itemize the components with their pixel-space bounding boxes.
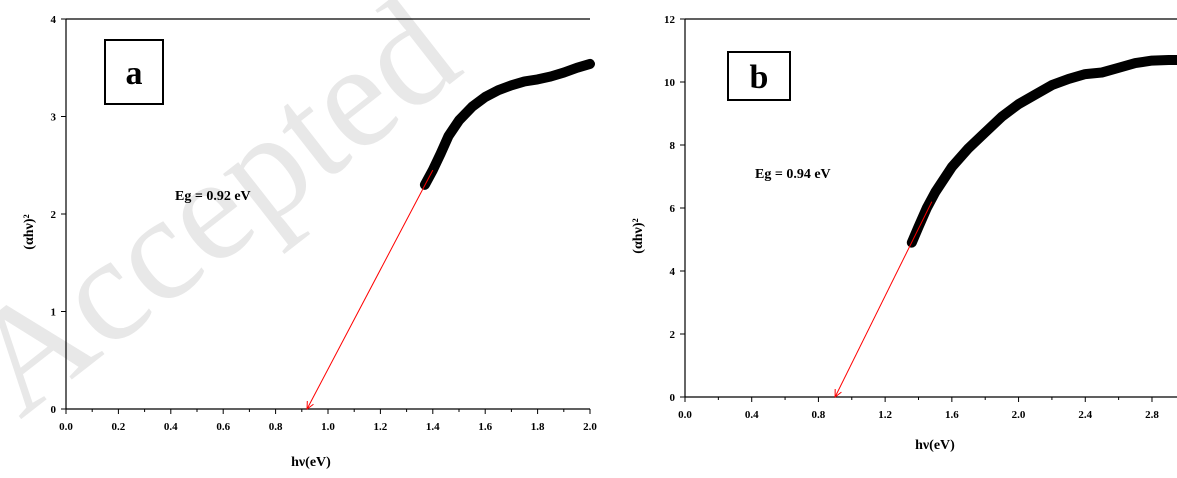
y-tick-label: 0 [51,404,57,416]
tangent-line [834,201,933,398]
y-tick-label: 2 [51,209,57,221]
y-axis-title: (αhν)² [22,214,37,249]
x-axis-title: hν(eV) [915,438,955,453]
chart-panel-b: 0.0 0.4 0.8 1.2 1.6 2.0 2.4 2.8 0 2 4 6 8 10 12 hν(eV) (… [610,0,1177,473]
tangent-line [306,169,434,410]
chart-b-svg: 0.0 0.4 0.8 1.2 1.6 2.0 2.4 2.8 0 2 4 6 8 10 12 hν(eV) (… [631,14,1177,453]
x-tick-label: 1.4 [426,421,440,433]
x-tick-label: 0.4 [164,421,178,433]
y-tick-label: 2 [670,329,676,341]
band-gap-annotation: Eg = 0.94 eV [755,167,831,182]
x-tick-label: 1.6 [945,409,959,421]
panel-label-box [727,51,791,101]
panel-label: b [750,59,769,96]
tangent-arrowhead [306,400,314,411]
x-tick-label: 1.2 [374,421,388,433]
y-tick-label: 0 [670,392,676,404]
x-tick-label: 2.8 [1145,409,1159,421]
x-tick-label: 0.0 [678,409,692,421]
panel-label-box [104,39,164,105]
y-tick-label: 1 [51,307,57,319]
chart-panel-a: 0.0 0.2 0.4 0.6 0.8 1.0 1.2 1.4 1.6 1.8 2.0 0 1 2 3 4 hν… [22,14,597,470]
data-series-line [906,55,1177,248]
x-tick-label: 0.6 [216,421,230,433]
y-axis-title: (αhν)² [631,218,646,253]
x-tick-label: 2.4 [1078,409,1092,421]
x-tick-label: 0.8 [269,421,283,433]
y-tick-label: 4 [51,14,57,26]
x-tick-label: 1.0 [321,421,335,433]
y-tick-label: 6 [670,203,676,215]
x-tick-label: 0.0 [59,421,73,433]
tangent-arrowhead [834,388,842,399]
x-tick-label: 0.8 [812,409,826,421]
x-tick-label: 2.0 [1012,409,1026,421]
y-tick-label: 12 [664,14,676,26]
x-axis-title: hν(eV) [291,455,331,470]
y-tick-label: 10 [664,77,676,89]
panel-label: a [126,55,143,92]
chart-a-svg: 0.0 0.2 0.4 0.6 0.8 1.0 1.2 1.4 1.6 1.8 2.0 0 1 2 3 4 hν… [22,14,597,470]
y-tick-label: 4 [670,266,676,278]
y-tick-label: 3 [51,112,57,124]
band-gap-annotation: Eg = 0.92 eV [175,189,251,204]
y-tick-label: 8 [670,140,676,152]
x-tick-label: 1.8 [531,421,545,433]
x-tick-label: 0.4 [745,409,759,421]
data-series-line [419,58,595,190]
x-tick-label: 2.0 [583,421,597,433]
x-tick-label: 1.6 [478,421,492,433]
x-tick-label: 0.2 [112,421,126,433]
x-tick-label: 1.2 [878,409,892,421]
